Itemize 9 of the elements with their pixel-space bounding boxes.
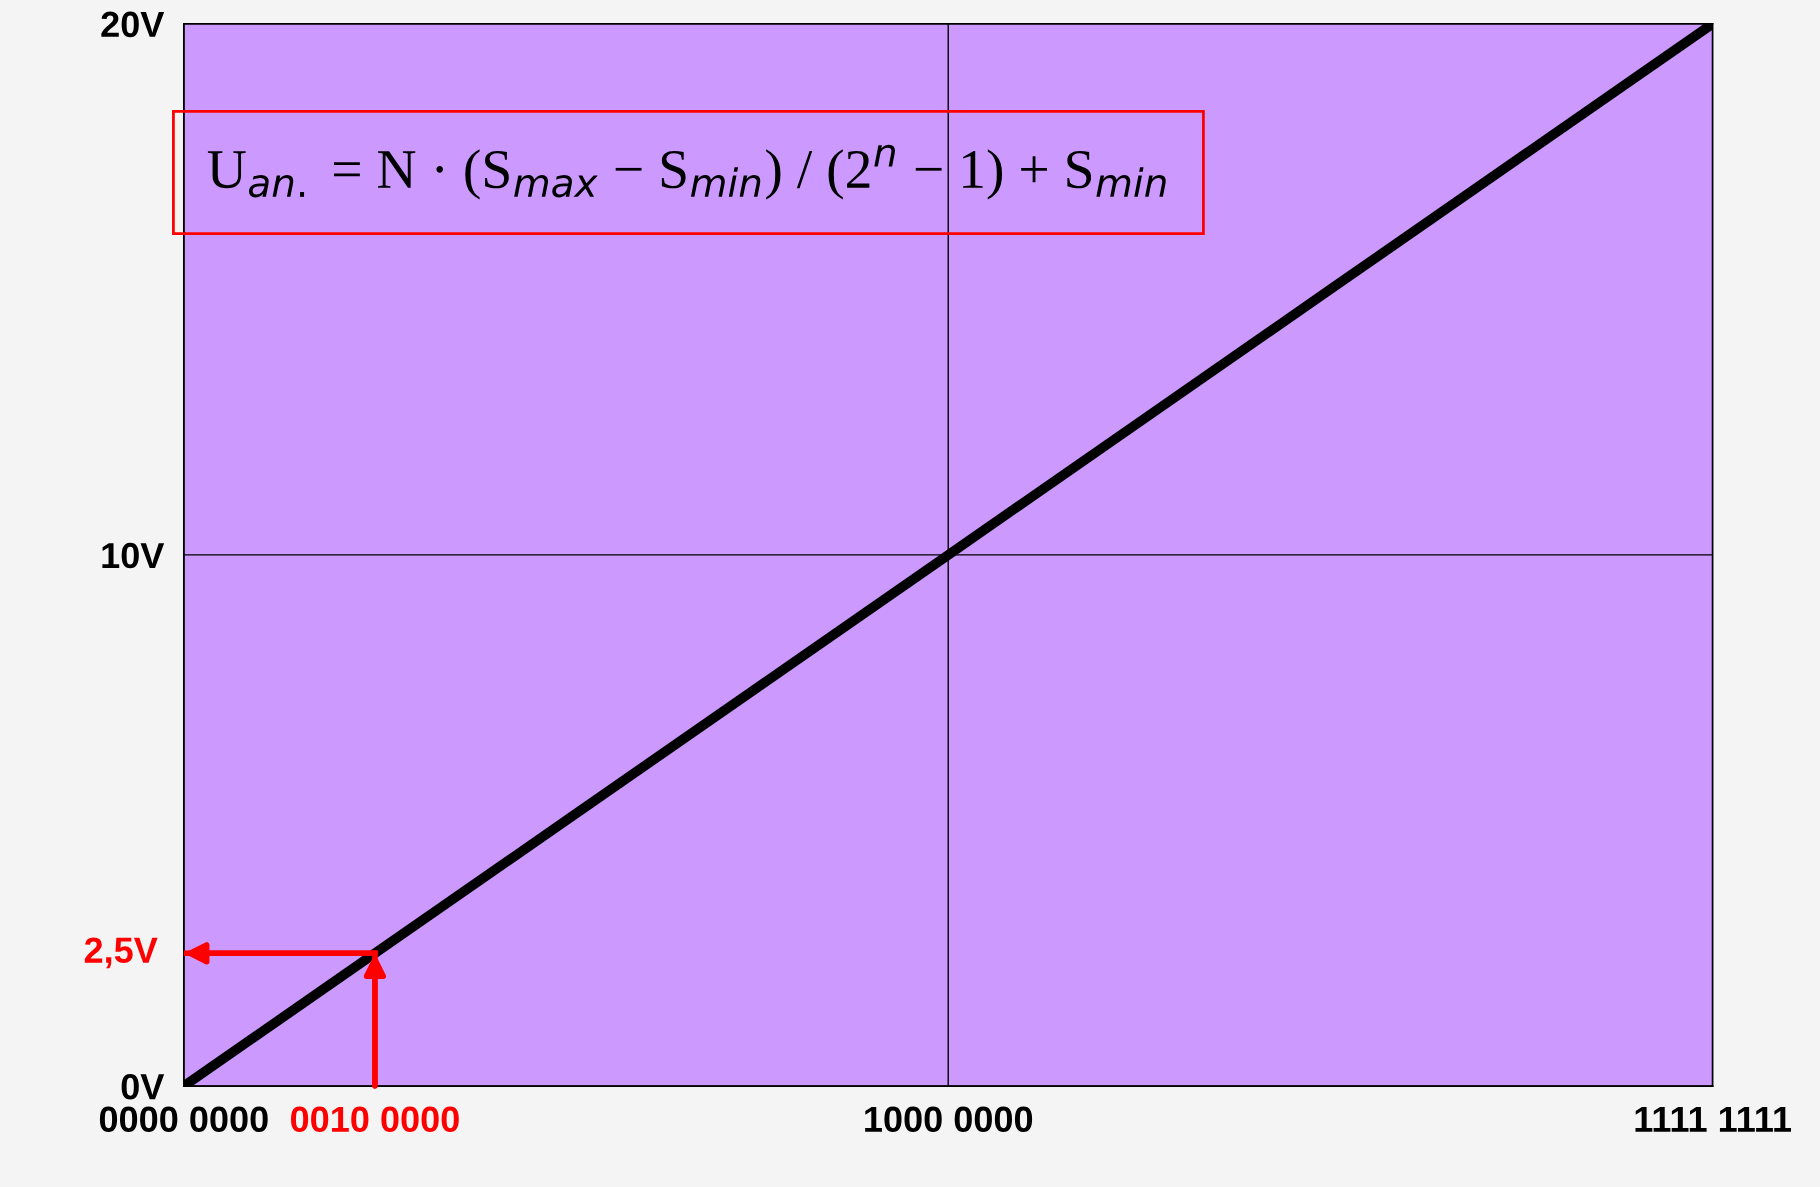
ref-line-label: 2,5V bbox=[84, 937, 158, 969]
text: U$_{an.}$ = N · (S$_{max}$ − S$_{min}$) / (2$^{n}$ − 1) + S$_{min}$ bbox=[207, 144, 1166, 200]
x-tick-label: 0000 0000 bbox=[99, 1106, 268, 1133]
y-tick-label: 0V bbox=[121, 1073, 165, 1100]
x-tick-label: 1111 1111 bbox=[1635, 1106, 1792, 1132]
y-tick-label: 20V bbox=[101, 11, 165, 38]
x-tick-label: 0010 0000 bbox=[291, 1106, 459, 1133]
x-tick-label: 1000 0000 bbox=[865, 1106, 1033, 1133]
y-tick-label: 10V bbox=[102, 542, 165, 569]
